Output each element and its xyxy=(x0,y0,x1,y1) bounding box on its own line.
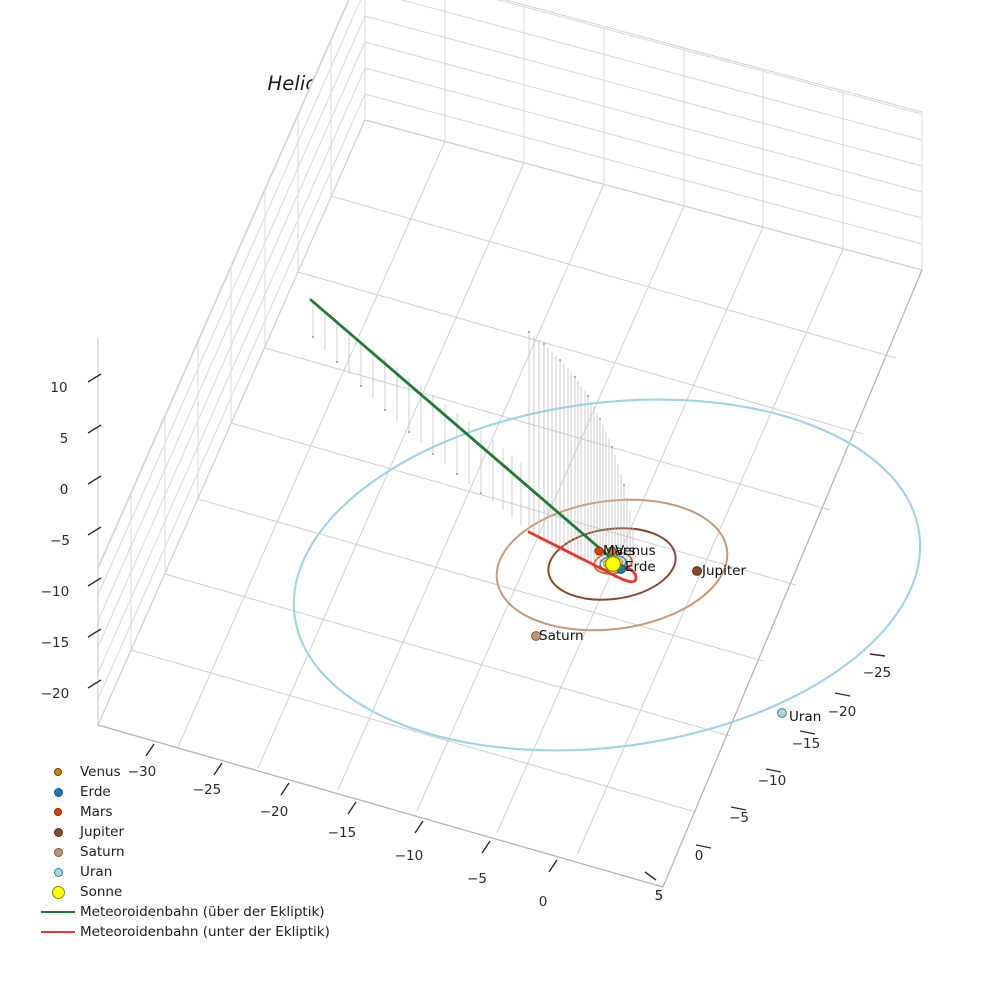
legend-label: Erde xyxy=(80,784,111,800)
legend-label: Venus xyxy=(80,764,121,780)
legend-marker-icon xyxy=(54,768,62,776)
z-tick-label-1: 5 xyxy=(59,431,69,447)
x-tick-label-6: 0 xyxy=(538,894,548,910)
legend-key-marker xyxy=(36,847,80,857)
legend-label: Jupiter xyxy=(80,824,125,840)
trajectory-stems xyxy=(312,303,634,574)
x-tick-label-2: −20 xyxy=(259,804,289,820)
annotation-jupiter: Jupiter xyxy=(702,563,747,579)
legend-marker-icon xyxy=(51,885,65,899)
marker-saturn xyxy=(531,631,541,641)
y-tick-label-0: −25 xyxy=(862,665,892,681)
legend-label: Saturn xyxy=(80,844,125,860)
legend-label: Mars xyxy=(80,804,113,820)
legend-item-meteoroidenbahn[interactable]: Meteoroidenbahn (unter der Ekliptik) xyxy=(36,922,366,942)
y-tick-label-5: 0 xyxy=(694,848,704,864)
annotation-mars: Mars xyxy=(603,543,636,559)
x-tick-label-4: −10 xyxy=(394,848,424,864)
annotation-uran: Uran xyxy=(789,709,822,725)
legend-marker-icon xyxy=(53,827,63,837)
legend-line-icon xyxy=(41,911,75,913)
tick-marks xyxy=(87,373,886,881)
annotation-erde: Erde xyxy=(625,559,656,575)
legend-key-marker xyxy=(36,867,80,877)
legend-key-line xyxy=(36,931,80,933)
annotation-venus: Venus xyxy=(615,543,656,559)
legend-key-line xyxy=(36,911,80,913)
x-tick-label-0: −30 xyxy=(127,764,157,780)
z-tick-label-2: 0 xyxy=(59,482,69,498)
legend-item-meteoroidenbahn[interactable]: Meteoroidenbahn (über der Ekliptik) xyxy=(36,902,366,922)
legend-item-erde[interactable]: Erde xyxy=(36,782,366,802)
legend-item-venus[interactable]: Venus xyxy=(36,762,366,782)
legend-label: Meteoroidenbahn (unter der Ekliptik) xyxy=(80,924,330,940)
orbit-uran xyxy=(292,398,922,752)
legend-key-marker xyxy=(36,808,80,816)
legend-line-icon xyxy=(41,931,75,933)
legend-item-saturn[interactable]: Saturn xyxy=(36,842,366,862)
meteoroid-path-above-ecliptic xyxy=(309,298,620,566)
y-axis-spine xyxy=(662,269,923,888)
legend-label: Sonne xyxy=(80,884,123,900)
legend-item-mars[interactable]: Mars xyxy=(36,802,366,822)
meteoroid-path-below-ecliptic xyxy=(527,530,638,584)
marker-uran xyxy=(777,708,787,718)
x-tick-label-1: −25 xyxy=(192,782,222,798)
grid-right-wall xyxy=(364,0,923,271)
legend-marker-icon xyxy=(53,787,63,797)
legend-key-marker xyxy=(36,885,80,899)
annotation-saturn: Saturn xyxy=(539,628,584,644)
y-tick-label-2: −15 xyxy=(791,736,821,752)
x-tick-label-7: 5 xyxy=(654,888,664,904)
legend-marker-icon xyxy=(54,808,62,816)
legend: Venus Erde Mars Jupiter Saturn Uran Sonne Meteo… xyxy=(36,762,366,942)
x-tick-label-5: −5 xyxy=(467,871,487,887)
z-tick-label-3: −5 xyxy=(50,533,70,549)
y-tick-label-4: −5 xyxy=(729,810,749,826)
z-tick-label-6: −20 xyxy=(40,686,70,702)
legend-item-uran[interactable]: Uran xyxy=(36,862,366,882)
z-tick-label-4: −10 xyxy=(40,584,70,600)
legend-key-marker xyxy=(36,787,80,797)
x-axis-spine xyxy=(97,724,664,888)
orbit-saturn xyxy=(495,498,729,632)
legend-marker-icon xyxy=(53,847,63,857)
y-tick-label-1: −20 xyxy=(827,704,857,720)
legend-label: Uran xyxy=(80,864,113,880)
y-tick-label-3: −10 xyxy=(757,773,787,789)
marker-venus xyxy=(607,546,617,556)
legend-item-jupiter[interactable]: Jupiter xyxy=(36,822,366,842)
orbit-jupiter xyxy=(547,527,677,601)
legend-key-marker xyxy=(36,827,80,837)
y-tick-label-6: 5 xyxy=(654,888,664,904)
axis-spines xyxy=(97,269,923,888)
marker-mars xyxy=(594,546,604,556)
legend-marker-icon xyxy=(53,867,63,877)
trajectory-stem-tips xyxy=(311,330,626,495)
legend-item-sonne[interactable]: Sonne xyxy=(36,882,366,902)
z-tick-label-5: −15 xyxy=(40,635,70,651)
legend-label: Meteoroidenbahn (über der Ekliptik) xyxy=(80,904,325,920)
x-tick-label-3: −15 xyxy=(327,825,357,841)
legend-key-marker xyxy=(36,768,80,776)
marker-jupiter xyxy=(692,566,702,576)
marker-sonne xyxy=(604,555,621,572)
z-tick-label-0: 10 xyxy=(50,380,68,396)
